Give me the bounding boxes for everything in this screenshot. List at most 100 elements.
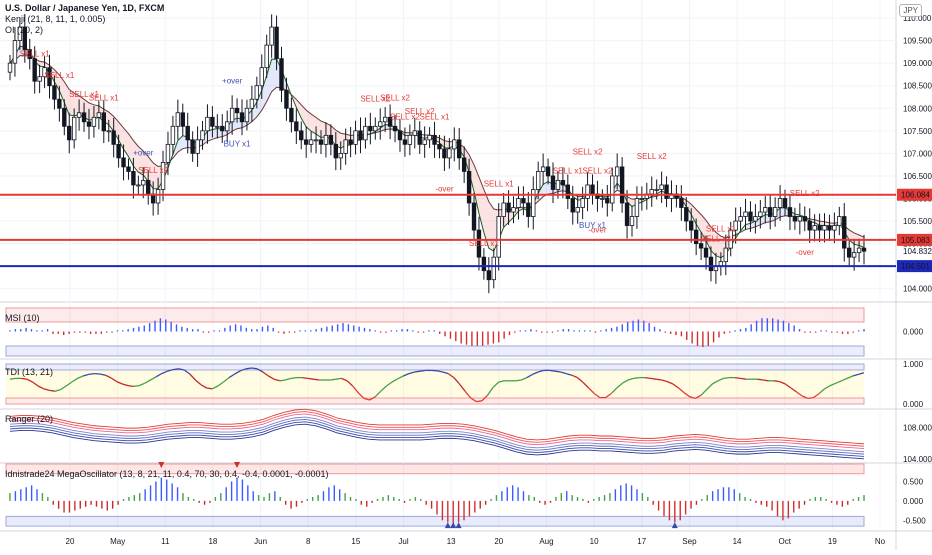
candle-body	[255, 86, 259, 100]
candle-body	[754, 217, 758, 222]
tdi-line-segment	[21, 378, 27, 379]
mega-y-tick: -0.500	[903, 516, 926, 525]
candle-body	[462, 158, 466, 172]
candle-body	[433, 135, 437, 144]
candle-body	[359, 131, 363, 140]
msi-lower-band	[6, 346, 864, 356]
candle-body	[201, 131, 205, 140]
x-tick-label: 15	[351, 537, 360, 546]
y-tick-label: 108.000	[903, 104, 932, 113]
signal-annotation: SELL x2	[637, 152, 667, 161]
pane-label-ranger: Ranger (20)	[5, 414, 53, 424]
candle-body	[625, 203, 629, 226]
candle-body	[803, 217, 807, 222]
signal-annotation: SELL x2	[138, 166, 168, 175]
candle-body	[250, 99, 254, 108]
tdi-line-segment	[313, 379, 319, 380]
ranger-y-tick: 108.000	[903, 423, 932, 432]
candle-body	[699, 244, 703, 249]
candle-body	[606, 198, 610, 203]
candle-body	[813, 226, 817, 231]
candle-body	[137, 185, 141, 186]
x-tick-label: 20	[494, 537, 503, 546]
x-tick-label: 8	[306, 537, 311, 546]
ma-cloud-segment	[272, 59, 277, 92]
candle-body	[329, 135, 333, 144]
candle-body	[166, 144, 170, 162]
signal-annotation: -over	[588, 225, 607, 234]
candle-body	[191, 140, 195, 154]
candle-body	[556, 180, 560, 189]
tdi-line-segment	[549, 370, 555, 371]
candle-body	[833, 226, 837, 231]
chart-legend: U.S. Dollar / Japanese Yen, 1D, FXCM Ken…	[5, 3, 164, 36]
candle-body	[541, 167, 545, 172]
candle-body	[744, 212, 748, 217]
candle-body	[171, 126, 175, 144]
msi-upper-band	[6, 308, 864, 322]
candle-body	[788, 208, 792, 217]
candle-body	[344, 140, 348, 154]
signal-annotation: SELL x1	[44, 71, 74, 80]
tdi-line-segment	[128, 386, 134, 387]
signal-annotation: SELL x1	[553, 167, 583, 176]
candle-body	[211, 117, 215, 126]
candle-body	[378, 122, 382, 127]
candle-body	[655, 189, 659, 190]
candle-body	[324, 135, 328, 144]
candle-body	[724, 248, 728, 262]
tdi-y-tick: 0.000	[903, 400, 924, 409]
candle-body	[314, 140, 318, 141]
candle-body	[857, 248, 861, 253]
candle-body	[551, 176, 555, 190]
candle-body	[591, 185, 595, 194]
signal-annotation: +over	[133, 149, 154, 158]
candle-body	[694, 230, 698, 244]
candle-body	[838, 217, 842, 226]
candle-body	[704, 248, 708, 257]
candle-body	[393, 126, 397, 131]
tdi-line-segment	[476, 401, 482, 402]
candle-body	[403, 140, 407, 145]
candle-body	[299, 131, 303, 140]
candle-body	[527, 203, 531, 217]
candle-body	[601, 198, 605, 199]
candle-body	[793, 217, 797, 222]
y-tick-label: 107.000	[903, 149, 932, 158]
candle-body	[156, 189, 160, 203]
candle-body	[443, 149, 447, 158]
candle-body	[823, 226, 827, 231]
candle-body	[58, 99, 62, 108]
ranger-y-tick: 104.000	[903, 455, 932, 464]
candle-body	[502, 203, 506, 217]
candle-body	[334, 144, 338, 158]
tdi-line-segment	[808, 398, 814, 399]
candle-body	[571, 198, 575, 212]
candle-body	[472, 203, 476, 230]
candle-body	[304, 140, 308, 145]
tdi-line-segment	[651, 378, 657, 379]
candle-body	[275, 27, 279, 59]
candle-body	[383, 117, 387, 122]
tdi-line-segment	[763, 380, 769, 381]
candle-body	[635, 198, 639, 216]
candle-body	[146, 180, 150, 194]
candle-body	[245, 108, 249, 122]
candle-body	[92, 117, 96, 126]
x-tick-label: 10	[590, 537, 599, 546]
price-label: 105.083	[901, 236, 930, 245]
currency-badge[interactable]: JPY	[899, 4, 922, 17]
candle-body	[309, 140, 313, 145]
candle-body	[87, 122, 91, 127]
candle-body	[684, 208, 688, 222]
pane-label-tdi: TDI (13, 21)	[5, 367, 53, 377]
candle-body	[67, 126, 71, 140]
signal-annotation: SELL x2	[701, 234, 731, 243]
candle-body	[709, 257, 713, 271]
candle-body	[63, 108, 67, 126]
candle-body	[270, 27, 274, 45]
candle-body	[689, 221, 693, 230]
candle-body	[581, 198, 585, 207]
